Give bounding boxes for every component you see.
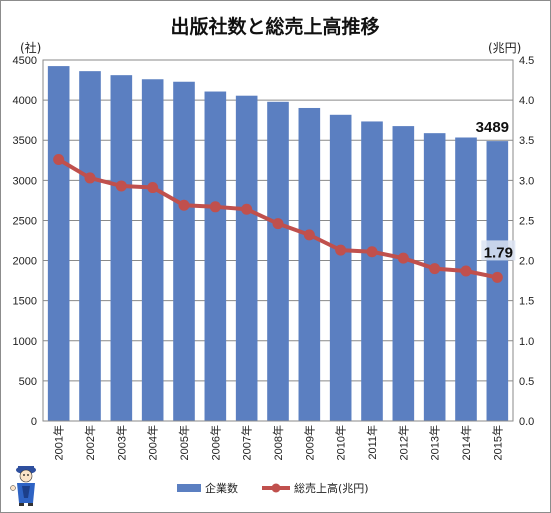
x-tick-label: 2009年 <box>302 425 316 460</box>
sales-point-2003年 <box>115 180 127 192</box>
x-tick-label: 2010年 <box>334 425 348 460</box>
left-tick-label: 2000 <box>13 256 37 268</box>
sales-point-2004年 <box>147 182 159 194</box>
x-tick-label: 2002年 <box>83 425 97 460</box>
bar-2007年 <box>235 95 258 422</box>
sales-point-2010年 <box>335 244 347 256</box>
chart-title: 出版社数と総売上高推移 <box>170 15 379 38</box>
right-tick-label: 2.0 <box>519 256 534 268</box>
left-axis-unit: (社) <box>20 40 41 55</box>
line-value-label-bg <box>481 240 516 261</box>
right-tick-label: 2.5 <box>519 215 534 227</box>
x-axis-ticks: 2001年 2002年 2003年 2004年 2005年 2006年 2007年 2008年… <box>52 425 505 460</box>
mascot-icon <box>10 466 36 506</box>
bar-2009年 <box>298 107 321 421</box>
line-series <box>53 153 503 283</box>
sales-point-2014年 <box>460 265 472 277</box>
left-tick-label: 0 <box>31 416 37 428</box>
right-tick-label: 0.5 <box>519 376 534 388</box>
right-axis-ticks: 0.0 0.5 1.0 1.5 2.0 2.5 3.0 3.5 4.0 4.5 <box>519 55 534 428</box>
right-tick-label: 3.5 <box>519 135 534 147</box>
legend: 企業数 総売上高(兆円) <box>177 481 369 495</box>
bar-2008年 <box>267 101 289 421</box>
bar-2002年 <box>79 71 101 422</box>
bar-2001年 <box>47 66 70 421</box>
sales-point-2007年 <box>241 203 253 215</box>
sales-point-2015年 <box>491 271 503 283</box>
sales-point-2011年 <box>366 246 378 258</box>
x-tick-label: 2006年 <box>208 425 222 460</box>
right-axis-unit: (兆円) <box>488 41 521 55</box>
left-tick-label: 4500 <box>13 55 37 67</box>
bar-2011年 <box>361 121 383 421</box>
right-tick-label: 3.0 <box>519 175 534 187</box>
bar-2014年 <box>455 137 477 421</box>
left-tick-label: 1500 <box>13 296 37 308</box>
x-tick-label: 2013年 <box>428 425 442 460</box>
bar-value-label: 3489 <box>476 119 509 136</box>
x-tick-label: 2004年 <box>146 425 160 460</box>
sales-point-2001年 <box>53 153 65 165</box>
left-axis-ticks: 0 500 1000 1500 2000 2500 3000 3500 4000 4500 <box>13 55 37 428</box>
legend-label-line: 総売上高(兆円) <box>294 481 369 495</box>
x-tick-label: 2008年 <box>271 425 285 460</box>
left-tick-label: 2500 <box>13 215 37 227</box>
sales-point-2008年 <box>272 218 284 230</box>
bar-2005年 <box>173 81 195 421</box>
right-tick-label: 1.5 <box>519 296 534 308</box>
sales-point-2009年 <box>303 229 315 241</box>
bar-2013年 <box>423 133 446 422</box>
left-tick-label: 1000 <box>13 336 37 348</box>
x-tick-label: 2007年 <box>240 425 254 460</box>
legend-label-bar: 企業数 <box>205 481 238 495</box>
bar-2012年 <box>392 126 415 421</box>
x-tick-label: 2014年 <box>459 425 473 460</box>
sales-point-2002年 <box>84 172 96 184</box>
sales-point-2013年 <box>429 263 441 275</box>
right-tick-label: 0.0 <box>519 416 534 428</box>
legend-swatch-bar <box>177 484 201 492</box>
x-tick-label: 2015年 <box>490 425 504 460</box>
left-tick-label: 4000 <box>13 95 37 107</box>
bar-2004年 <box>141 79 164 422</box>
bar-2010年 <box>329 114 352 421</box>
right-tick-label: 1.0 <box>519 336 534 348</box>
left-tick-label: 3000 <box>13 175 37 187</box>
sales-point-2012年 <box>397 252 409 264</box>
x-tick-label: 2012年 <box>396 425 410 460</box>
bar-2006年 <box>204 91 227 421</box>
line-value-label: 1.79 <box>484 244 513 261</box>
left-tick-label: 500 <box>19 376 37 388</box>
data-labels: 3489 1.79 <box>476 119 516 261</box>
x-tick-label: 2011年 <box>365 425 379 460</box>
x-tick-label: 2001年 <box>52 425 66 460</box>
right-tick-label: 4.0 <box>519 95 534 107</box>
right-tick-label: 4.5 <box>519 55 534 67</box>
x-tick-label: 2005年 <box>177 425 191 460</box>
sales-point-2006年 <box>209 201 221 213</box>
bar-2003年 <box>110 75 133 422</box>
bar-series <box>47 66 509 422</box>
left-tick-label: 3500 <box>13 135 37 147</box>
sales-point-2005年 <box>178 199 190 211</box>
x-tick-label: 2003年 <box>114 425 128 460</box>
legend-swatch-marker <box>271 483 281 493</box>
